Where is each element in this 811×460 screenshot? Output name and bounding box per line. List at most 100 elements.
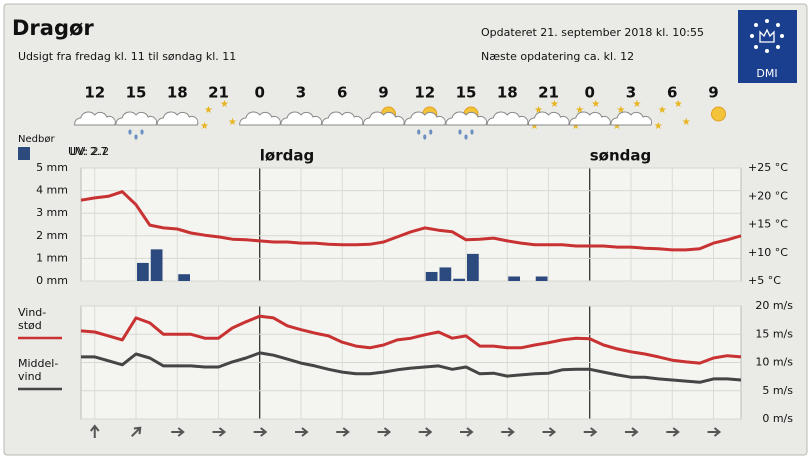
wind-arrow xyxy=(171,427,185,437)
y-tick-label: 4 mm xyxy=(36,184,68,197)
hour-label: 18 xyxy=(167,84,188,102)
weather-icon xyxy=(74,111,116,126)
legend-label: Middel- vind xyxy=(18,357,59,383)
rain-drop xyxy=(423,134,427,140)
bar xyxy=(439,267,452,281)
star: ★ xyxy=(228,117,237,128)
day-label: lørdag xyxy=(260,147,314,165)
hour-label: 21 xyxy=(538,84,559,102)
weather-icon xyxy=(156,111,199,126)
line xyxy=(80,314,742,365)
wind-arrow xyxy=(707,427,722,437)
wind-arrow xyxy=(212,427,227,437)
y-tick-label: 0 mm xyxy=(36,274,68,287)
cloud xyxy=(156,111,199,126)
star: ★ xyxy=(575,105,584,116)
hour-label: 12 xyxy=(84,84,105,102)
updated: Opdateret 21. september 2018 kl. 10:55 xyxy=(481,26,704,39)
subtitle: Udsigt fra fredag kl. 11 til søndag kl. … xyxy=(18,50,236,63)
bar xyxy=(535,276,548,281)
cloud xyxy=(610,111,653,126)
star: ★ xyxy=(530,121,539,132)
hour-label: 15 xyxy=(456,84,477,102)
hour-label: 3 xyxy=(626,84,636,102)
day-label: søndag xyxy=(590,147,652,165)
uv-label: UV: 2.7 xyxy=(68,145,107,158)
rain-drop xyxy=(429,129,433,135)
rain-drop xyxy=(128,129,132,135)
y-tick-label: 3 mm xyxy=(36,206,68,219)
bar xyxy=(178,274,190,281)
wind-arrow xyxy=(625,427,639,437)
uv-label: UV: 2.2 xyxy=(70,145,109,158)
cloud xyxy=(280,111,323,126)
sun xyxy=(711,106,726,122)
rain-drop xyxy=(470,129,474,135)
star: ★ xyxy=(550,99,559,110)
star: ★ xyxy=(534,105,543,116)
next-update: Næste opdatering ca. kl. 12 xyxy=(481,50,634,63)
weather-icon: ★★★★ xyxy=(200,99,237,132)
wind-arrow xyxy=(377,427,392,437)
wind-arrow xyxy=(131,426,142,437)
line xyxy=(81,351,742,384)
hour-label: 3 xyxy=(296,84,306,102)
y-tick-label: 1 mm xyxy=(36,251,68,264)
hour-label: 9 xyxy=(708,84,718,102)
weather-icon: ★★★★ xyxy=(610,99,653,132)
y2-tick-label: +5 °C xyxy=(748,274,781,287)
wind-arrow xyxy=(542,427,557,437)
cloud xyxy=(321,111,364,126)
star: ★ xyxy=(674,99,683,110)
cloud xyxy=(445,111,488,126)
weather-icon xyxy=(239,111,281,126)
legend-label: Nedbør xyxy=(18,134,55,145)
cloud xyxy=(362,111,405,126)
weather-icon xyxy=(321,111,364,126)
weather-icon xyxy=(362,106,405,126)
wind-arrow xyxy=(501,427,515,437)
weather-icon: ★★★★ xyxy=(654,99,691,132)
weather-icon xyxy=(115,111,158,140)
rain-drop xyxy=(140,129,144,135)
rain-drop xyxy=(458,129,462,135)
cloud xyxy=(115,111,158,126)
weather-icon: ★★★★ xyxy=(569,99,611,132)
y-tick-label: 2 mm xyxy=(36,229,68,242)
hour-label: 12 xyxy=(414,84,435,102)
star: ★ xyxy=(571,121,580,132)
star: ★ xyxy=(204,105,213,116)
wind-arrow xyxy=(295,427,309,437)
bar xyxy=(425,271,438,281)
y2-tick-label: +10 °C xyxy=(748,246,788,259)
star: ★ xyxy=(633,99,642,110)
rain-drop xyxy=(134,134,138,140)
wind-arrow xyxy=(583,427,598,437)
hour-label: 15 xyxy=(126,84,147,102)
wind-arrow xyxy=(89,424,100,438)
bar xyxy=(453,278,465,281)
star: ★ xyxy=(613,121,622,132)
hour-label: 6 xyxy=(337,84,347,102)
y2-tick-label: +20 °C xyxy=(748,189,788,202)
rain-drop xyxy=(417,129,421,135)
y-tick-label: 15 m/s xyxy=(755,327,793,340)
y2-tick-label: +15 °C xyxy=(748,218,788,231)
y-tick-label: 10 m/s xyxy=(755,356,793,369)
line xyxy=(80,190,742,252)
bar xyxy=(467,253,479,281)
title: Dragør xyxy=(12,16,94,40)
cloud xyxy=(569,111,611,126)
legend-label: Vind- stød xyxy=(18,306,47,332)
star: ★ xyxy=(682,117,691,128)
hour-label: 0 xyxy=(585,84,595,102)
star: ★ xyxy=(200,121,209,132)
weather-icon xyxy=(280,111,323,126)
cloud xyxy=(527,111,570,126)
weather-icon xyxy=(445,106,488,140)
y-tick-label: 5 mm xyxy=(36,161,68,174)
hour-label: 6 xyxy=(667,84,677,102)
bar xyxy=(508,276,520,281)
